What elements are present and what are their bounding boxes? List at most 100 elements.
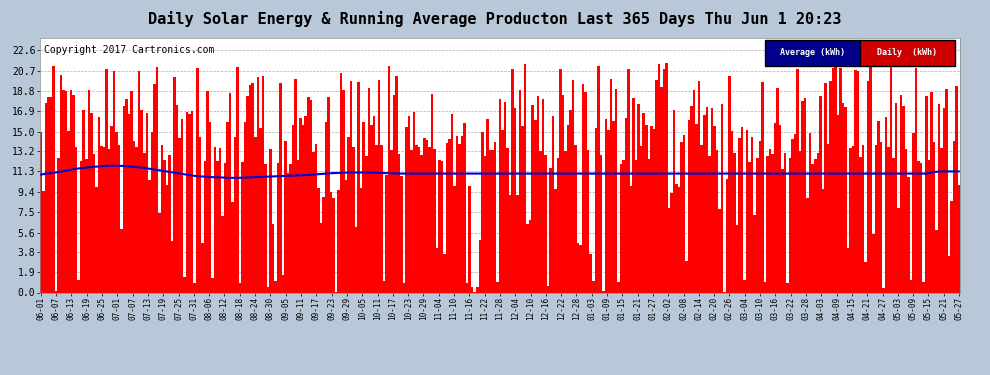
- Bar: [610, 79, 612, 292]
- Bar: [360, 188, 362, 292]
- Bar: [54, 291, 57, 292]
- Bar: [227, 122, 229, 292]
- Bar: [892, 158, 895, 292]
- Bar: [229, 93, 232, 292]
- Bar: [729, 76, 731, 292]
- Bar: [405, 127, 408, 292]
- Bar: [274, 281, 277, 292]
- Bar: [701, 145, 703, 292]
- Bar: [426, 140, 428, 292]
- Bar: [294, 79, 297, 292]
- Bar: [206, 91, 209, 292]
- Bar: [567, 125, 569, 292]
- Bar: [398, 154, 400, 292]
- Bar: [930, 92, 933, 292]
- Bar: [400, 176, 403, 292]
- Bar: [315, 144, 317, 292]
- Bar: [115, 132, 118, 292]
- Bar: [77, 280, 80, 292]
- Bar: [589, 254, 592, 292]
- Bar: [537, 96, 539, 292]
- Text: Average (kWh): Average (kWh): [780, 48, 845, 57]
- FancyBboxPatch shape: [765, 40, 860, 66]
- Bar: [542, 99, 545, 292]
- Bar: [517, 195, 519, 292]
- Bar: [882, 288, 885, 292]
- Bar: [532, 105, 534, 292]
- Bar: [814, 159, 817, 292]
- Bar: [925, 96, 928, 292]
- Bar: [196, 68, 199, 292]
- Bar: [496, 282, 499, 292]
- Bar: [173, 77, 176, 292]
- Bar: [544, 154, 546, 292]
- Bar: [592, 282, 595, 292]
- Bar: [763, 282, 766, 292]
- Bar: [204, 161, 206, 292]
- Bar: [791, 139, 794, 292]
- Bar: [776, 88, 779, 292]
- Bar: [846, 248, 849, 292]
- Bar: [256, 77, 259, 292]
- Bar: [150, 132, 153, 292]
- Bar: [302, 125, 305, 292]
- Bar: [789, 158, 791, 292]
- Bar: [43, 192, 45, 292]
- Bar: [57, 158, 59, 292]
- Bar: [108, 148, 110, 292]
- Bar: [87, 90, 90, 292]
- Bar: [859, 157, 862, 292]
- Bar: [647, 159, 650, 292]
- Bar: [463, 123, 466, 292]
- Bar: [731, 131, 734, 292]
- Bar: [920, 163, 923, 292]
- Bar: [163, 160, 165, 292]
- Bar: [501, 130, 504, 292]
- Bar: [176, 105, 178, 292]
- Bar: [128, 114, 131, 292]
- Bar: [940, 148, 942, 292]
- Bar: [718, 209, 721, 292]
- Bar: [799, 151, 801, 292]
- Bar: [640, 146, 643, 292]
- Bar: [933, 142, 936, 292]
- Bar: [209, 122, 211, 292]
- Bar: [254, 137, 256, 292]
- Bar: [830, 81, 832, 292]
- Bar: [655, 80, 657, 292]
- Bar: [428, 147, 431, 292]
- Bar: [193, 284, 196, 292]
- Bar: [595, 128, 597, 292]
- Bar: [45, 103, 48, 292]
- Bar: [100, 146, 103, 292]
- Bar: [499, 99, 501, 292]
- Bar: [895, 103, 897, 292]
- Bar: [188, 114, 191, 292]
- Bar: [103, 147, 105, 292]
- Bar: [662, 69, 665, 292]
- Bar: [201, 243, 204, 292]
- Bar: [842, 103, 844, 292]
- Bar: [950, 201, 952, 292]
- Bar: [690, 106, 693, 292]
- Bar: [564, 151, 567, 292]
- Bar: [942, 108, 945, 292]
- Bar: [673, 110, 675, 292]
- Bar: [279, 83, 282, 292]
- Bar: [247, 96, 248, 292]
- Bar: [72, 95, 75, 292]
- Bar: [703, 115, 706, 292]
- Bar: [158, 213, 160, 292]
- Bar: [645, 125, 647, 292]
- Bar: [794, 134, 796, 292]
- Text: Daily Solar Energy & Running Average Producton Last 365 Days Thu Jun 1 20:23: Daily Solar Energy & Running Average Pro…: [148, 11, 842, 27]
- Bar: [494, 142, 496, 292]
- Bar: [511, 69, 514, 292]
- Bar: [579, 245, 582, 292]
- Bar: [947, 256, 950, 292]
- Bar: [141, 110, 143, 292]
- Bar: [413, 112, 416, 292]
- Bar: [383, 281, 385, 292]
- Bar: [743, 280, 745, 292]
- Bar: [234, 137, 237, 292]
